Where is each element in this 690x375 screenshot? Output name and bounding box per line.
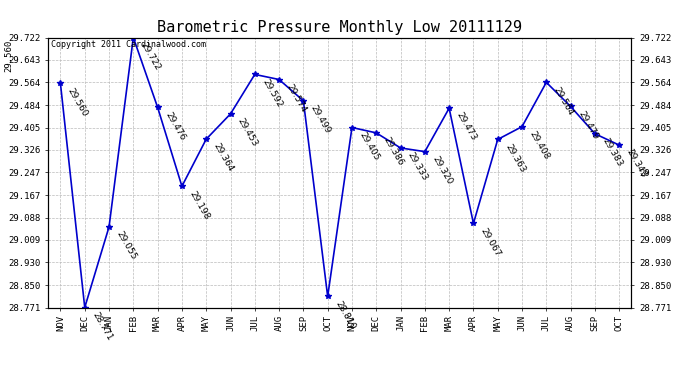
Text: 29.479: 29.479 xyxy=(576,109,600,141)
Text: 29.067: 29.067 xyxy=(479,226,502,258)
Text: 29.560: 29.560 xyxy=(66,86,90,118)
Text: 29.198: 29.198 xyxy=(188,189,211,221)
Text: 29.055: 29.055 xyxy=(115,230,138,261)
Text: 29.592: 29.592 xyxy=(260,77,284,109)
Text: 29.564: 29.564 xyxy=(552,85,575,117)
Text: 29.320: 29.320 xyxy=(431,154,454,186)
Text: 29.453: 29.453 xyxy=(236,117,259,148)
Text: 29.476: 29.476 xyxy=(163,110,187,142)
Text: 29.383: 29.383 xyxy=(600,136,624,168)
Text: 29.473: 29.473 xyxy=(455,111,478,142)
Text: 29.386: 29.386 xyxy=(382,136,405,168)
Text: 29.560: 29.560 xyxy=(4,40,13,72)
Text: 28.810: 28.810 xyxy=(333,299,357,331)
Text: 29.333: 29.333 xyxy=(406,151,430,183)
Title: Barometric Pressure Monthly Low 20111129: Barometric Pressure Monthly Low 20111129 xyxy=(157,20,522,35)
Text: 29.364: 29.364 xyxy=(212,142,235,174)
Text: 29.499: 29.499 xyxy=(309,104,333,135)
Text: 29.574: 29.574 xyxy=(285,82,308,114)
Text: Copyright 2011 Cardinalwood.com: Copyright 2011 Cardinalwood.com xyxy=(51,40,206,49)
Text: 29.408: 29.408 xyxy=(528,129,551,161)
Text: 29.405: 29.405 xyxy=(357,130,381,162)
Text: 28.771: 28.771 xyxy=(90,310,114,342)
Text: 29.363: 29.363 xyxy=(503,142,527,174)
Text: 29.722: 29.722 xyxy=(139,40,162,72)
Text: 29.343: 29.343 xyxy=(624,148,648,180)
